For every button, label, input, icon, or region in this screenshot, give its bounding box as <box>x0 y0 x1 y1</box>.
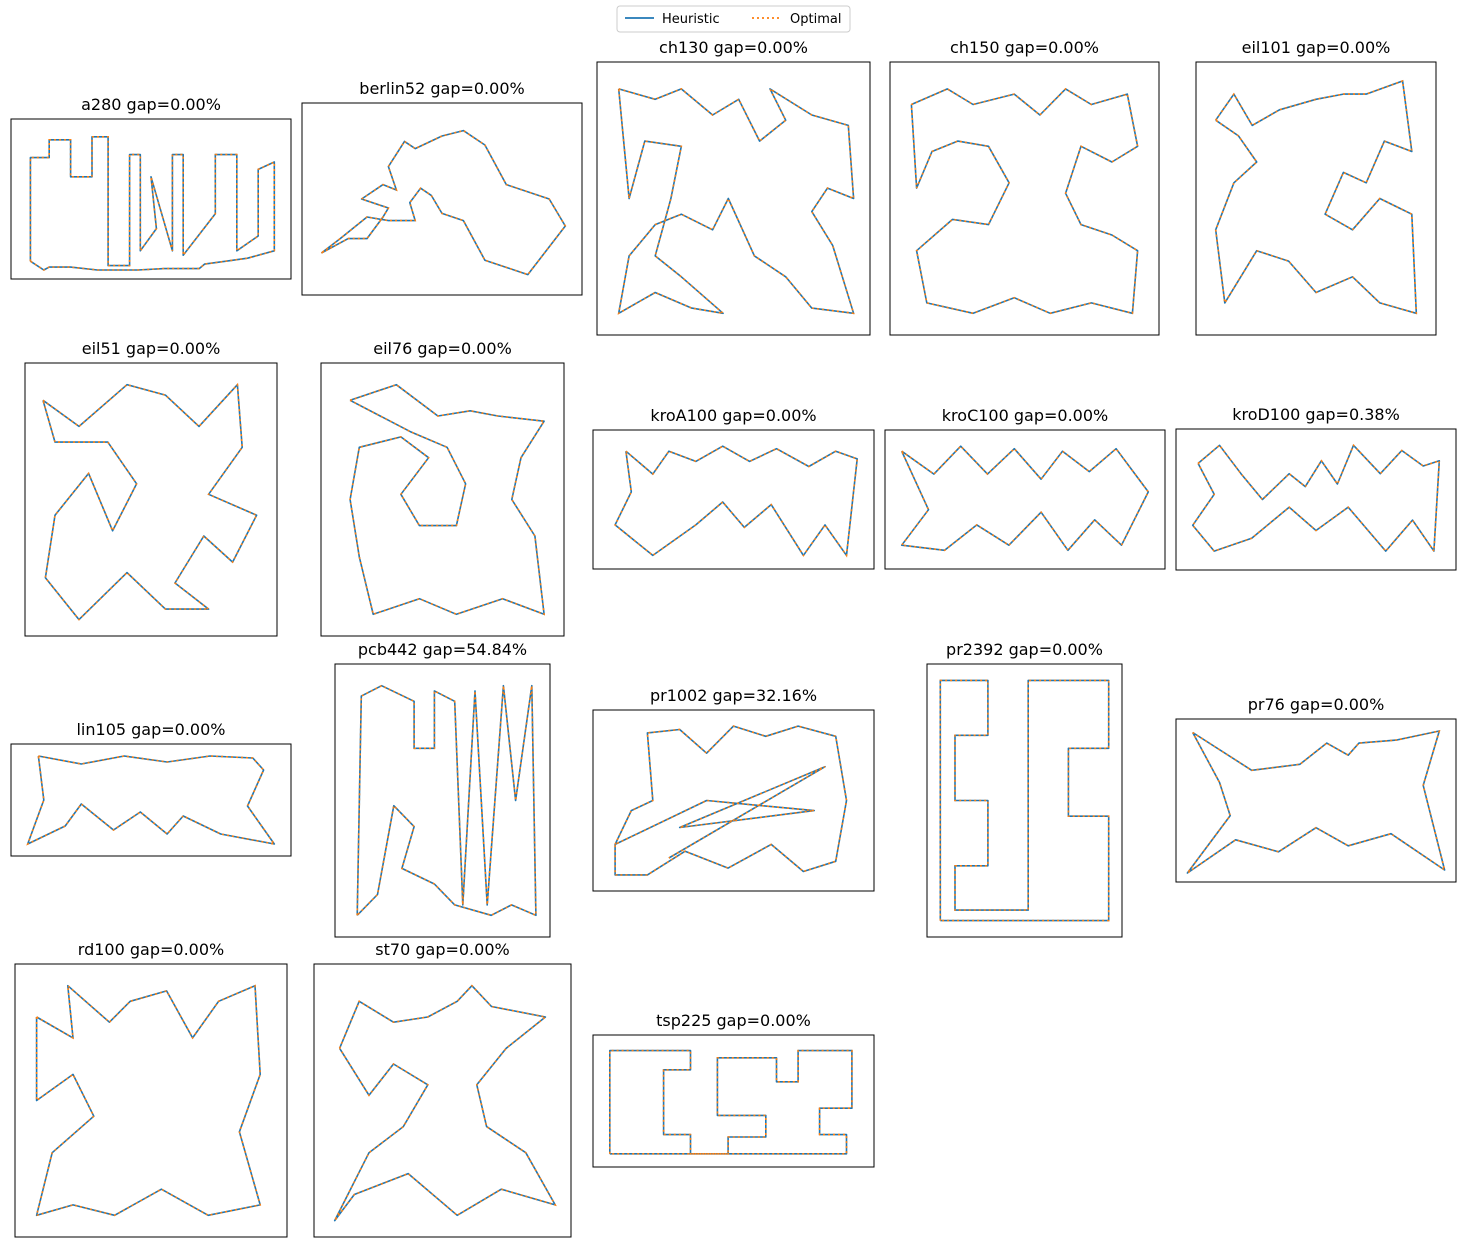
subplot-frame <box>1195 61 1437 336</box>
subplot-title: kroA100 gap=0.00% <box>650 406 816 425</box>
subplot-frame <box>926 663 1123 938</box>
heuristic-tour-line <box>356 684 537 917</box>
subplot-ch130: ch130 gap=0.00% <box>596 38 871 336</box>
subplot-kroD100: kroD100 gap=0.38% <box>1175 405 1457 571</box>
subplot-st70: st70 gap=0.00% <box>313 940 572 1238</box>
optimal-tour-line <box>333 984 557 1222</box>
subplot-frame <box>10 743 292 857</box>
subplot-frame <box>592 1034 875 1168</box>
heuristic-tour-line <box>900 445 1150 552</box>
optimal-tour-line <box>35 983 262 1217</box>
subplot-frame <box>884 429 1166 570</box>
subplot-kroC100: kroC100 gap=0.00% <box>884 406 1166 570</box>
subplot-pr2392: pr2392 gap=0.00% <box>926 640 1123 938</box>
subplot-title: pr76 gap=0.00% <box>1248 695 1385 714</box>
subplot-eil76: eil76 gap=0.00% <box>320 339 565 637</box>
heuristic-tour-line <box>1191 444 1441 552</box>
optimal-tour-line <box>614 445 859 558</box>
subplot-title: tsp225 gap=0.00% <box>656 1011 811 1030</box>
heuristic-tour-line <box>1186 730 1446 874</box>
heuristic-tour-line <box>320 129 567 276</box>
subplot-pcb442: pcb442 gap=54.84% <box>334 640 551 938</box>
subplot-title: a280 gap=0.00% <box>81 95 221 114</box>
heuristic-tour-line <box>29 136 276 271</box>
subplot-frame <box>889 61 1160 336</box>
subplot-frame <box>592 429 875 570</box>
subplot-title: lin105 gap=0.00% <box>76 720 225 739</box>
subplot-a280: a280 gap=0.00% <box>10 95 292 280</box>
optimal-tour-line <box>320 129 567 276</box>
optimal-tour-line <box>356 684 537 917</box>
optimal-tour-line <box>617 86 855 315</box>
subplot-kroA100: kroA100 gap=0.00% <box>592 406 875 570</box>
subplot-ch150: ch150 gap=0.00% <box>889 38 1160 336</box>
optimal-tour-line <box>1191 443 1441 554</box>
optimal-tour-line <box>614 725 848 876</box>
subplot-berlin52: berlin52 gap=0.00% <box>301 79 583 296</box>
heuristic-tour-line <box>910 88 1139 315</box>
subplot-title: rd100 gap=0.00% <box>78 940 224 959</box>
subplot-title: st70 gap=0.00% <box>375 940 509 959</box>
optimal-tour-line <box>939 679 1110 922</box>
subplot-frame <box>592 709 875 892</box>
subplot-title: pr2392 gap=0.00% <box>946 640 1103 659</box>
subplot-title: kroC100 gap=0.00% <box>942 406 1108 425</box>
heuristic-tour-line <box>35 984 262 1217</box>
subplot-pr76: pr76 gap=0.00% <box>1175 695 1457 883</box>
subplot-eil101: eil101 gap=0.00% <box>1195 38 1437 336</box>
subplot-title: berlin52 gap=0.00% <box>359 79 524 98</box>
subplot-pr1002: pr1002 gap=32.16% <box>592 686 875 892</box>
heuristic-tour-line <box>614 445 859 557</box>
subplot-title: pr1002 gap=32.16% <box>650 686 817 705</box>
heuristic-tour-line <box>608 1049 853 1155</box>
subplot-frame <box>1175 428 1457 571</box>
subplot-frame <box>320 362 565 637</box>
optimal-tour-line <box>910 87 1139 315</box>
subplot-title: kroD100 gap=0.38% <box>1232 405 1400 424</box>
optimal-tour-line <box>26 755 277 846</box>
heuristic-tour-line <box>333 984 557 1222</box>
optimal-tour-line <box>349 383 546 616</box>
optimal-tour-line <box>608 1049 853 1155</box>
subplot-rd100: rd100 gap=0.00% <box>14 940 288 1238</box>
heuristic-tour-line <box>614 725 848 876</box>
subplot-title: eil101 gap=0.00% <box>1242 38 1391 57</box>
subplot-title: ch130 gap=0.00% <box>659 38 808 57</box>
legend-optimal-label: Optimal <box>790 12 841 27</box>
subplot-grid: a280 gap=0.00% berlin52 gap=0.00% ch130 ga… <box>10 38 1457 1238</box>
optimal-tour-line <box>900 445 1150 552</box>
subplot-lin105: lin105 gap=0.00% <box>10 720 292 857</box>
optimal-tour-line <box>42 382 258 621</box>
subplot-title: ch150 gap=0.00% <box>950 38 1099 57</box>
subplot-eil51: eil51 gap=0.00% <box>24 339 278 637</box>
subplot-title: eil76 gap=0.00% <box>373 339 512 358</box>
subplot-frame <box>10 118 292 280</box>
heuristic-tour-line <box>349 383 545 616</box>
subplot-frame <box>14 963 288 1238</box>
subplot-tsp225: tsp225 gap=0.00% <box>592 1011 875 1168</box>
legend: Heuristic Optimal <box>616 5 851 33</box>
legend-box <box>616 5 851 33</box>
subplot-title: eil51 gap=0.00% <box>82 339 221 358</box>
subplot-frame <box>313 963 572 1238</box>
subplot-frame <box>596 61 871 336</box>
subplot-frame <box>334 663 551 938</box>
subplot-frame <box>1175 718 1457 883</box>
subplot-title: pcb442 gap=54.84% <box>358 640 527 659</box>
subplot-frame <box>24 362 278 637</box>
subplot-frame <box>301 102 583 296</box>
legend-heuristic-label: Heuristic <box>662 12 720 27</box>
optimal-tour-line <box>1214 79 1418 315</box>
heuristic-tour-line <box>42 383 258 621</box>
heuristic-tour-line <box>26 755 276 845</box>
